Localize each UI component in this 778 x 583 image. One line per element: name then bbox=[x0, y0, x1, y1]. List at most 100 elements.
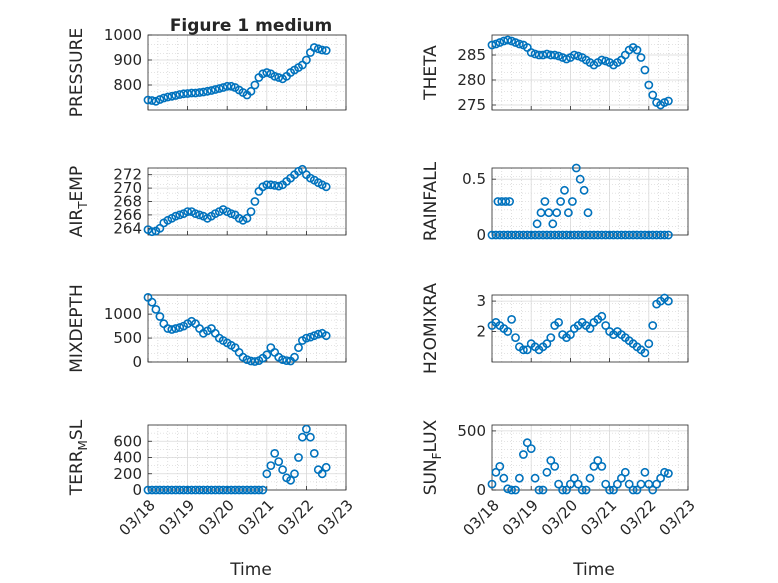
data-point bbox=[640, 348, 650, 358]
data-point bbox=[552, 208, 562, 218]
y-tick-label: 800 bbox=[113, 76, 142, 94]
data-point bbox=[519, 450, 528, 459]
data-point bbox=[632, 485, 642, 495]
data-point bbox=[202, 86, 212, 96]
data-point bbox=[530, 49, 540, 59]
data-point bbox=[624, 479, 634, 489]
data-point bbox=[250, 357, 260, 366]
x-axis-label-right: Time bbox=[572, 560, 615, 580]
subplot-mixdepth: 0 500 1000 MIXDEPTH bbox=[67, 284, 347, 373]
data-point bbox=[507, 485, 516, 495]
figure-title: Figure 1 medium bbox=[170, 16, 332, 36]
data-point bbox=[183, 207, 192, 216]
data-point bbox=[636, 53, 646, 62]
data-point bbox=[620, 467, 630, 477]
data-point bbox=[250, 197, 260, 206]
data-point bbox=[143, 95, 153, 105]
data-point bbox=[250, 80, 260, 90]
data-point bbox=[294, 453, 303, 462]
series-markers bbox=[143, 292, 331, 366]
data-point bbox=[258, 485, 268, 495]
data-point bbox=[581, 485, 591, 495]
data-point bbox=[515, 39, 524, 49]
data-point bbox=[175, 210, 185, 220]
data-point bbox=[321, 331, 331, 341]
data-point bbox=[155, 95, 165, 104]
data-point bbox=[491, 39, 501, 49]
series-markers bbox=[143, 43, 331, 106]
data-point bbox=[628, 485, 638, 495]
data-point bbox=[487, 479, 497, 489]
data-point bbox=[664, 230, 673, 240]
data-point bbox=[171, 91, 181, 100]
y-axis-label: MIXDEPTH bbox=[67, 284, 87, 373]
data-point bbox=[644, 80, 654, 90]
data-point bbox=[242, 213, 252, 223]
y-tick-label: 0.5 bbox=[462, 170, 486, 188]
data-point bbox=[167, 91, 177, 101]
y-axis-label: PRESSURE bbox=[67, 28, 87, 117]
data-point bbox=[262, 68, 272, 77]
data-point bbox=[583, 208, 593, 218]
data-point bbox=[564, 208, 573, 218]
data-point bbox=[321, 46, 331, 55]
data-point bbox=[601, 479, 611, 489]
data-point bbox=[226, 209, 236, 218]
data-point bbox=[652, 479, 661, 489]
data-point bbox=[270, 448, 280, 458]
data-point bbox=[640, 65, 650, 75]
data-point bbox=[282, 356, 291, 365]
y-tick-label: 270 bbox=[113, 179, 142, 197]
data-point bbox=[222, 81, 232, 91]
data-point bbox=[290, 352, 299, 362]
data-point bbox=[534, 485, 544, 495]
data-point bbox=[147, 227, 157, 237]
data-point bbox=[540, 197, 550, 206]
data-point bbox=[640, 467, 650, 477]
y-tick-label: 275 bbox=[457, 96, 486, 114]
data-point bbox=[242, 355, 252, 364]
y-axis-label: SUNFLUX bbox=[421, 419, 444, 495]
data-point bbox=[147, 297, 157, 307]
data-point bbox=[246, 86, 256, 96]
y-axis-label: THETA bbox=[421, 45, 441, 101]
data-point bbox=[664, 96, 673, 106]
x-tick-label: 03/18 bbox=[115, 496, 158, 539]
data-point bbox=[532, 219, 542, 229]
x-tick-label: 03/23 bbox=[655, 496, 698, 539]
data-point bbox=[546, 456, 556, 465]
x-tick-label: 03/23 bbox=[313, 496, 356, 539]
data-point bbox=[159, 93, 169, 103]
data-point bbox=[266, 180, 276, 190]
data-point bbox=[605, 485, 614, 495]
x-tick-label: 03/22 bbox=[616, 496, 659, 539]
data-point bbox=[511, 485, 520, 495]
data-point bbox=[579, 185, 589, 195]
data-point bbox=[198, 485, 208, 495]
data-point bbox=[556, 197, 565, 206]
data-point bbox=[175, 323, 185, 332]
data-point bbox=[321, 182, 331, 192]
data-point bbox=[542, 339, 552, 349]
data-point bbox=[548, 219, 558, 229]
data-point bbox=[511, 333, 520, 342]
y-tick-label: 266 bbox=[113, 206, 142, 224]
subplot-rainfall: 0 0.5 RAINFALL bbox=[421, 161, 689, 244]
data-point bbox=[656, 473, 665, 483]
data-point bbox=[632, 45, 642, 55]
data-point bbox=[526, 444, 536, 453]
x-tick-label: 03/19 bbox=[155, 496, 198, 539]
data-point bbox=[191, 209, 200, 218]
data-point bbox=[575, 174, 585, 184]
data-point bbox=[562, 54, 571, 64]
data-point bbox=[526, 48, 536, 57]
data-point bbox=[254, 485, 264, 495]
data-point bbox=[554, 51, 563, 61]
axes-frame bbox=[147, 34, 347, 111]
x-tick-label: 03/18 bbox=[459, 496, 502, 539]
data-point bbox=[571, 163, 581, 173]
data-point bbox=[274, 181, 284, 191]
data-point bbox=[550, 50, 560, 60]
